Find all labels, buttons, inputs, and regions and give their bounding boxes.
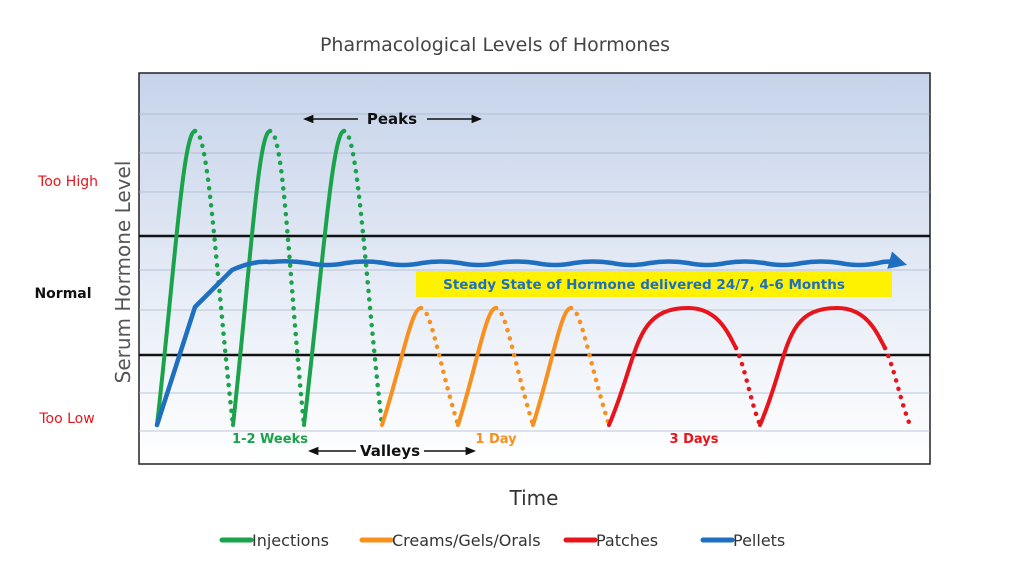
peaks-label: Peaks xyxy=(367,110,417,128)
legend-label-creams: Creams/Gels/Orals xyxy=(392,531,541,550)
creams-fall-1 xyxy=(418,305,461,428)
injections-fall-2 xyxy=(267,128,307,428)
legend-label-patches: Patches xyxy=(596,531,658,550)
legend-label-injections: Injections xyxy=(252,531,329,550)
creams-interval-label: 1 Day xyxy=(475,432,517,447)
creams-rise-2 xyxy=(456,306,498,427)
zone-label-too-high: Too High xyxy=(37,174,98,190)
injections-rise-2 xyxy=(231,129,272,427)
injections-fall-3 xyxy=(341,128,385,428)
patches-rise-2 xyxy=(758,306,839,427)
pellets-line xyxy=(154,251,907,428)
legend: Injections Creams/Gels/Orals Patches Pel… xyxy=(219,531,785,550)
valleys-label: Valleys xyxy=(360,442,420,460)
zone-label-normal: Normal xyxy=(34,286,91,302)
gridlines xyxy=(139,113,930,432)
injections-fall-1 xyxy=(192,128,236,428)
legend-label-pellets: Pellets xyxy=(733,531,785,550)
injections-rise-3 xyxy=(302,129,346,427)
creams-rise-3 xyxy=(531,306,573,427)
legend-item-patches: Patches xyxy=(563,531,658,550)
y-axis-label: Serum Hormone Level xyxy=(111,161,135,384)
injections-rise-1 xyxy=(155,129,197,427)
steady-state-label: Steady State of Hormone delivered 24/7, … xyxy=(443,277,845,293)
creams-fall-2 xyxy=(493,305,536,428)
patches-fall-1 xyxy=(733,345,763,428)
plot-area xyxy=(138,72,931,465)
patches-interval-label: 3 Days xyxy=(670,432,719,447)
chart-title: Pharmacological Levels of Hormones xyxy=(320,34,670,56)
creams-rise-1 xyxy=(380,306,423,427)
patches-fall-2 xyxy=(882,345,913,428)
series-pellets xyxy=(154,251,907,428)
series-patches xyxy=(607,306,913,428)
injections-interval-label: 1-2 Weeks xyxy=(232,432,308,447)
series-creams-gels-orals xyxy=(380,305,612,428)
creams-fall-3 xyxy=(568,305,612,428)
zone-label-too-low: Too Low xyxy=(38,411,94,427)
patches-rise-1 xyxy=(607,306,690,427)
legend-item-creams: Creams/Gels/Orals xyxy=(359,531,541,550)
steady-state-banner xyxy=(416,271,892,297)
x-axis-label: Time xyxy=(509,486,559,510)
patches-plateau-1 xyxy=(686,306,738,350)
patches-plateau-2 xyxy=(835,306,887,350)
legend-item-pellets: Pellets xyxy=(700,531,785,550)
series-injections xyxy=(155,128,385,428)
legend-item-injections: Injections xyxy=(219,531,329,550)
